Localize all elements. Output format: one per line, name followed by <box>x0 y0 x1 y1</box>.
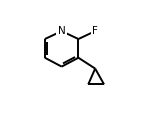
Text: F: F <box>92 26 98 36</box>
Text: N: N <box>58 26 65 36</box>
